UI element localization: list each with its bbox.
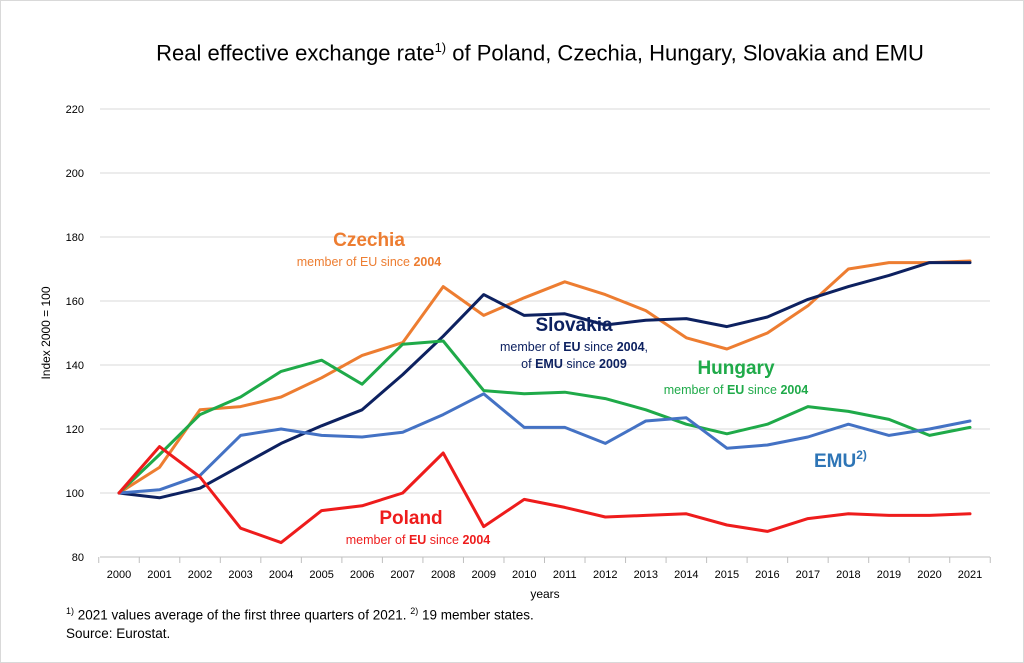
y-tick-label: 180 — [66, 232, 84, 244]
y-tick-label: 120 — [66, 424, 84, 436]
x-tick-label: 2018 — [836, 569, 860, 581]
x-tick-label: 2000 — [107, 569, 131, 581]
x-tick-label: 2014 — [674, 569, 698, 581]
x-tick-label: 2003 — [228, 569, 252, 581]
annotation-emu: EMU2) — [814, 448, 867, 472]
y-tick-label: 220 — [66, 104, 84, 116]
y-tick-label: 100 — [66, 488, 84, 500]
annotation-hungary-sub: member of EU since 2004 — [664, 383, 809, 397]
chart-title-footnote-ref: 1) — [434, 40, 447, 55]
annotation-czechia-sub: member of EU since 2004 — [297, 255, 442, 269]
annotation-slovakia-sub1: member of EU since 2004, — [500, 340, 648, 354]
annotation-slovakia-label: Slovakia — [535, 315, 613, 336]
series-line-hungary — [117, 339, 972, 495]
annotation-slovakia: Slovakia member of EU since 2004, of EMU… — [500, 315, 648, 371]
y-tick-labels: 80 100 120 140 160 180 200 220 — [66, 104, 84, 564]
x-axis-label: years — [530, 587, 559, 601]
chart-title: Real effective exchange rate1) of Poland… — [0, 40, 1024, 66]
y-tick-label: 160 — [66, 296, 84, 308]
y-tick-label: 140 — [66, 360, 84, 372]
annotation-poland-label: Poland — [379, 508, 442, 529]
series-lines — [117, 259, 972, 545]
y-axis-label: Index 2000 = 100 — [39, 286, 53, 379]
x-tick-label: 2007 — [390, 569, 414, 581]
annotation-hungary-label: Hungary — [697, 358, 775, 379]
annotation-czechia-label: Czechia — [333, 230, 405, 251]
series-line-poland — [117, 445, 972, 545]
x-tick-label: 2002 — [188, 569, 212, 581]
footnote-1: 1) 2021 values average of the first thre… — [66, 606, 534, 623]
x-tick-label: 2012 — [593, 569, 617, 581]
series-line-czechia — [117, 259, 972, 495]
x-tick-label: 2010 — [512, 569, 536, 581]
x-tick-label: 2011 — [553, 569, 577, 581]
x-tick-labels: 2000 2001 2002 2003 2004 2005 2006 2007 2008 2009… — [107, 569, 982, 581]
annotation-czechia: Czechia member of EU since 2004 — [297, 230, 442, 269]
x-tick-label: 2021 — [958, 569, 982, 581]
x-tick-label: 2015 — [715, 569, 739, 581]
x-tick-label: 2004 — [269, 569, 293, 581]
annotation-hungary: Hungary member of EU since 2004 — [664, 358, 809, 397]
x-tick-label: 2016 — [755, 569, 779, 581]
x-tick-label: 2020 — [917, 569, 941, 581]
x-tick-label: 2013 — [634, 569, 658, 581]
annotation-slovakia-sub2: of EMU since 2009 — [521, 357, 627, 371]
annotation-poland: Poland member of EU since 2004 — [346, 508, 491, 547]
x-tick-label: 2009 — [471, 569, 495, 581]
x-tick-label: 2008 — [431, 569, 455, 581]
annotation-poland-sub: member of EU since 2004 — [346, 533, 491, 547]
x-tick-label: 2017 — [796, 569, 820, 581]
y-tick-label: 200 — [66, 168, 84, 180]
chart-title-rest: of Poland, Czechia, Hungary, Slovakia an… — [446, 40, 924, 66]
x-tick-label: 2019 — [877, 569, 901, 581]
chart-title-main: Real effective exchange rate — [156, 40, 435, 66]
series-line-emu — [117, 392, 972, 495]
gridlines — [98, 108, 991, 563]
annotation-emu-label: EMU2) — [814, 448, 867, 472]
x-tick-label: 2005 — [309, 569, 333, 581]
x-tick-label: 2001 — [147, 569, 171, 581]
series-line-slovakia — [117, 261, 972, 500]
x-tick-label: 2006 — [350, 569, 374, 581]
y-tick-label: 80 — [72, 552, 84, 564]
footnote-source: Source: Eurostat. — [66, 626, 171, 641]
